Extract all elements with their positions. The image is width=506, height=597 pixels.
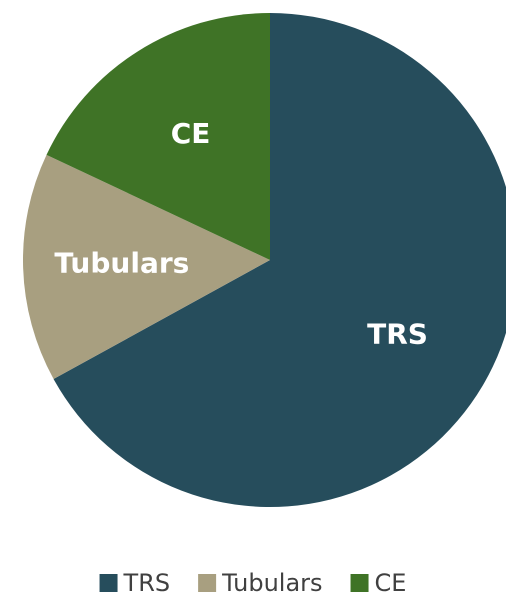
- legend-swatch: [350, 574, 369, 592]
- legend-swatch: [99, 574, 118, 592]
- legend-label: CE: [375, 569, 407, 597]
- pie-slice: [46, 13, 270, 260]
- legend-swatch: [198, 574, 217, 592]
- legend-label: Tubulars: [221, 569, 322, 597]
- pie-slice: [22, 154, 270, 379]
- slice-label: TRS: [367, 317, 428, 350]
- slice-label: Tubulars: [54, 247, 189, 280]
- legend-label: TRS: [123, 569, 171, 597]
- pie-slice: [53, 13, 506, 507]
- slice-label: CE: [171, 117, 211, 150]
